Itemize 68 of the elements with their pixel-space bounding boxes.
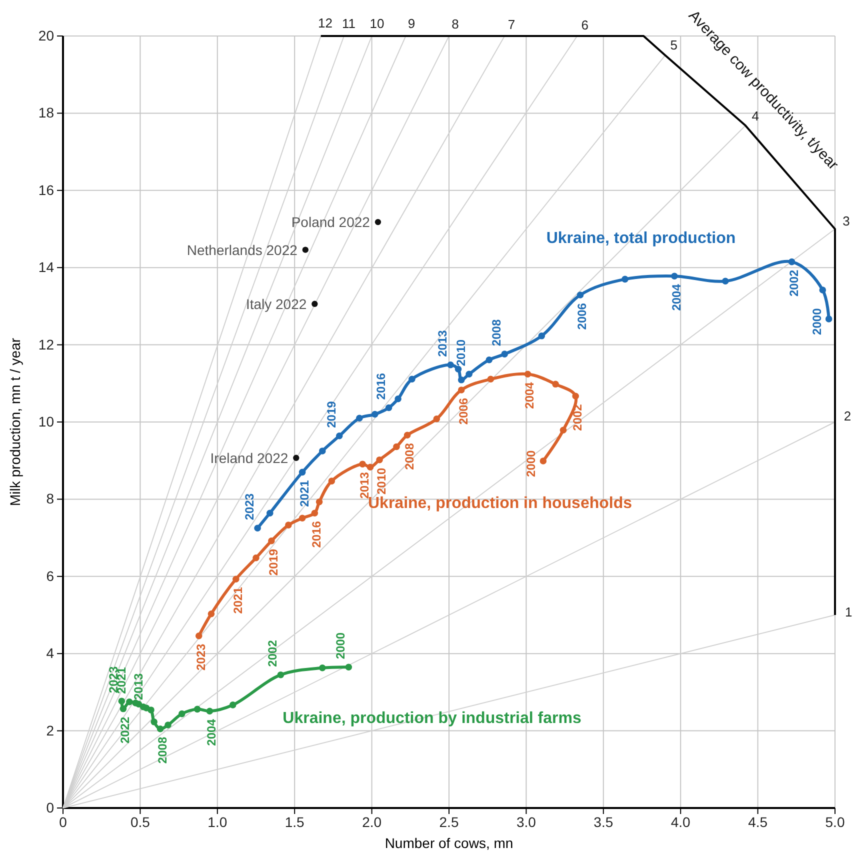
annotation: 2021 (297, 480, 312, 507)
annotation: 2019 (324, 400, 338, 428)
y-tick-label: 14 (38, 259, 54, 276)
annotation: 2008 (155, 736, 170, 764)
annotation: 2000 (810, 308, 824, 335)
x-tick-label: 1.5 (284, 814, 305, 830)
x-tick-label: 4.5 (748, 814, 768, 830)
annotation: 2002 (786, 269, 801, 297)
annotation: 2006 (456, 398, 470, 425)
x-tick-label: 5.0 (825, 814, 845, 830)
x-tick-label: 4.0 (670, 814, 691, 830)
annotation: 2002 (266, 640, 280, 667)
series-label: Ukraine, production in households (368, 495, 632, 512)
y-tick-label: 0 (46, 799, 54, 816)
y-tick-label: 18 (38, 104, 54, 121)
y-tick-label: 4 (46, 645, 54, 662)
annotation: Netherlands 2022 (186, 242, 298, 258)
y-axis-title: Milk production, mn t / year (7, 338, 23, 506)
x-tick-label: 0.5 (130, 814, 150, 830)
x-tick-label: 1.0 (208, 814, 228, 830)
annotation: 2010 (374, 468, 389, 495)
annotation: Ireland 2022 (210, 450, 288, 466)
annotation: 2021 (230, 586, 245, 614)
y-tick-label: 16 (38, 182, 54, 198)
annotation: 2013 (436, 330, 450, 357)
annotation: 2008 (402, 442, 416, 470)
y-tick-label: 8 (46, 490, 54, 507)
y-tick-label: 20 (38, 27, 54, 44)
annotation: 2010 (454, 339, 468, 366)
annotation: 1 (844, 604, 852, 620)
annotation: 3 (842, 214, 850, 229)
annotation: 2004 (522, 382, 537, 409)
x-tick-label: 3.0 (516, 814, 536, 830)
annotation: 11 (342, 16, 356, 31)
annotation: 2004 (669, 284, 684, 311)
x-tick-label: 2.0 (362, 814, 382, 830)
y-tick-label: 10 (38, 413, 54, 430)
annotation: 12 (318, 16, 333, 31)
annotation: 9 (408, 16, 416, 32)
annotation: 2016 (310, 520, 324, 548)
annotation: 2008 (490, 319, 504, 346)
annotation: Italy 2022 (246, 296, 307, 312)
annotation: 10 (370, 16, 384, 31)
series-label: Ukraine, total production (546, 230, 736, 247)
annotation: 2013 (131, 673, 146, 700)
y-tick-label: 6 (46, 568, 54, 584)
annotation: 2000 (524, 450, 538, 477)
annotation: Poland 2022 (291, 214, 370, 230)
y-tick-label: 2 (46, 722, 54, 738)
x-axis-title: Number of cows, mn (384, 835, 514, 851)
annotation: 6 (581, 17, 589, 32)
annotation: 2006 (575, 302, 590, 330)
annotation: 2004 (204, 718, 219, 746)
x-tick-label: 2.5 (439, 814, 459, 830)
annotation: 7 (508, 16, 516, 32)
annotation: 5 (670, 37, 678, 52)
y-tick-label: 12 (38, 336, 54, 352)
x-tick-label: 0 (59, 814, 68, 830)
x-tick-label: 3.5 (594, 814, 614, 830)
annotation: 2022 (118, 716, 132, 744)
series-label: Ukraine, production by industrial farms (282, 710, 582, 727)
annotation: 2016 (374, 372, 388, 400)
annotation: 2023 (194, 644, 208, 671)
annotation: 8 (452, 16, 459, 32)
annotation: 2 (844, 408, 852, 424)
annotation: 2019 (266, 548, 280, 576)
annotation: 2023 (242, 493, 257, 520)
annotation: 2000 (334, 632, 348, 660)
